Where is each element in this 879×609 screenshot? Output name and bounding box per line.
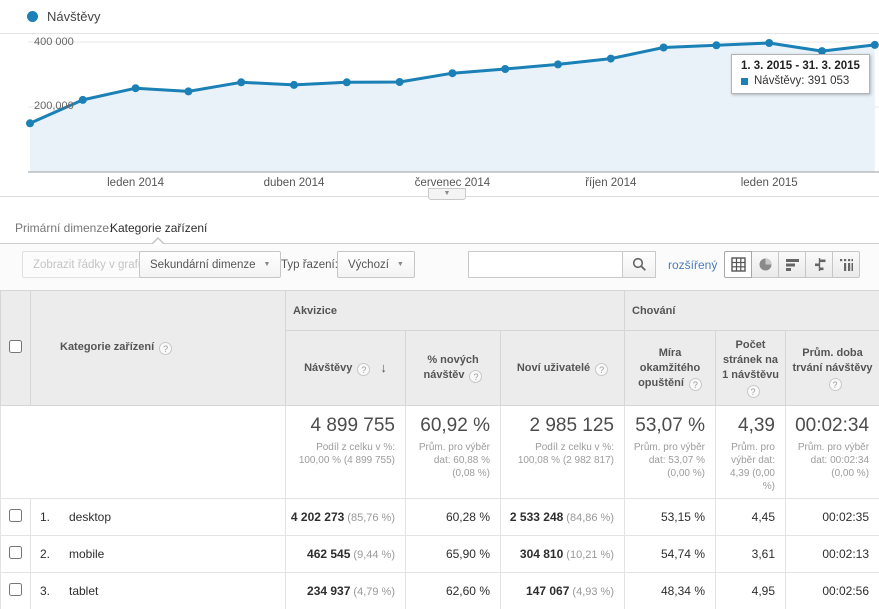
- caret-down-icon: ▼: [443, 190, 451, 197]
- axis-options-handle[interactable]: ▼: [428, 188, 466, 200]
- device-category-link[interactable]: mobile: [69, 547, 105, 561]
- bar-chart-icon: [785, 259, 799, 271]
- help-icon[interactable]: ?: [469, 370, 483, 383]
- help-icon[interactable]: ?: [828, 377, 842, 391]
- help-icon[interactable]: ?: [159, 342, 173, 355]
- sort-type-label: Typ řazení:: [281, 259, 338, 271]
- help-icon[interactable]: ?: [746, 385, 760, 398]
- x-tick-label: duben 2014: [264, 177, 325, 189]
- chart-point[interactable]: [395, 78, 404, 86]
- comparison-icon: [814, 258, 825, 271]
- chart-tooltip: 1. 3. 2015 - 31. 3. 2015 Návštěvy: 391 0…: [731, 54, 870, 94]
- summary-row: 4 899 755 Podíl z celku v %: 100,00 % (4…: [0, 405, 879, 499]
- summary-avg-duration: 00:02:34 Prům. pro výběr dat: 00:02:34 (…: [784, 405, 879, 499]
- table-row-tablet: 3. tablet 234 937 (4,79 %) 62,60 % 147 067…: [0, 572, 879, 609]
- visits-line-chart[interactable]: leden 2014 duben 2014 červenec 2014 říjen 2…: [0, 0, 879, 200]
- select-all-cell: [0, 290, 31, 406]
- help-icon[interactable]: ?: [688, 377, 702, 391]
- search-icon: [632, 257, 646, 271]
- search-button[interactable]: [622, 251, 656, 278]
- row-checkbox[interactable]: [9, 546, 22, 559]
- summary-new-users: 2 985 125 Podíl z celku v %: 100,08 % (2…: [500, 405, 625, 499]
- tooltip-date-range: 1. 3. 2015 - 31. 3. 2015: [741, 60, 860, 72]
- y-axis-label-200k: 200,000: [34, 100, 74, 112]
- view-pivot-button[interactable]: [832, 251, 860, 278]
- select-all-checkbox[interactable]: [9, 340, 22, 353]
- x-tick-label: leden 2015: [741, 177, 798, 189]
- column-header-avg-duration[interactable]: Prům. doba trvání návštěvy?: [784, 330, 879, 406]
- chart-point[interactable]: [448, 69, 457, 78]
- device-category-link[interactable]: desktop: [69, 510, 112, 524]
- chart-point[interactable]: [26, 119, 34, 128]
- chart-legend[interactable]: Návštěvy: [27, 9, 100, 24]
- chart-point[interactable]: [870, 40, 879, 49]
- tooltip-value: 391 053: [807, 75, 850, 87]
- dimension-divider: [0, 243, 879, 244]
- column-header-visits[interactable]: Návštěvy? ↓: [285, 330, 406, 406]
- group-header-acquisition: Akvizice: [285, 290, 625, 331]
- chart-point[interactable]: [290, 80, 298, 89]
- row-checkbox[interactable]: [9, 583, 22, 596]
- primary-dimension-value[interactable]: Kategorie zařízení: [110, 221, 208, 235]
- table-row-desktop: 1. desktop 4 202 273 (85,76 %) 60,28 % 2 5…: [0, 498, 879, 536]
- chart-point[interactable]: [184, 87, 193, 96]
- advanced-search-link[interactable]: rozšířený: [668, 258, 718, 272]
- table-view-icon: [730, 257, 746, 272]
- legend-dot-icon: [27, 11, 38, 22]
- view-switcher: [724, 251, 860, 278]
- secondary-dimension-button[interactable]: Sekundární dimenze ▼: [139, 251, 282, 278]
- column-header-pages-per-visit[interactable]: Počet stránek na 1 návštěvu?: [715, 330, 786, 406]
- tooltip-series-swatch-icon: [741, 77, 748, 85]
- plot-rows-button[interactable]: Zobrazit řádky v grafu: [22, 251, 156, 278]
- summary-visits: 4 899 755 Podíl z celku v %: 100,00 % (4…: [285, 405, 406, 499]
- pie-chart-icon: [759, 258, 771, 271]
- table-search-input[interactable]: [468, 251, 622, 278]
- row-checkbox[interactable]: [9, 509, 22, 522]
- chart-point[interactable]: [712, 41, 721, 50]
- caret-down-icon: ▼: [263, 261, 271, 268]
- tooltip-series-label: Návštěvy: 391 053: [754, 75, 850, 87]
- caret-down-icon: ▼: [396, 261, 404, 268]
- column-header-bounce-rate[interactable]: Míra okamžitého opuštění?: [624, 330, 716, 406]
- table-row-mobile: 2. mobile 462 545 (9,44 %) 65,90 % 304 810…: [0, 535, 879, 573]
- group-header-behavior: Chování: [623, 290, 879, 331]
- help-icon[interactable]: ?: [595, 362, 609, 376]
- chart-point[interactable]: [131, 84, 140, 93]
- column-header-dimension[interactable]: Kategorie zařízení?: [30, 290, 286, 406]
- view-comparison-button[interactable]: [805, 251, 833, 278]
- chart-point[interactable]: [501, 65, 510, 73]
- chart-point[interactable]: [606, 54, 615, 63]
- chart-top-divider: [0, 33, 879, 34]
- column-header-new-users[interactable]: Noví uživatelé?: [500, 330, 625, 406]
- chart-point[interactable]: [554, 60, 562, 69]
- chart-point[interactable]: [818, 47, 826, 56]
- summary-new-visits-pct: 60,92 % Prům. pro výběr dat: 60,88 % (0,…: [405, 405, 501, 499]
- pivot-table-icon: [839, 259, 853, 271]
- chart-point[interactable]: [78, 95, 87, 104]
- primary-dimension-label: Primární dimenze:: [15, 221, 113, 235]
- summary-pages-per-visit: 4,39 Prům. pro výběr dat: 4,39 (0,00 %): [715, 405, 786, 499]
- x-tick-label: červenec 2014: [415, 177, 491, 189]
- sort-type-dropdown[interactable]: Výchozí ▼: [337, 251, 415, 278]
- chart-area: [30, 43, 875, 172]
- y-axis-label-400k: 400 000: [34, 36, 74, 48]
- legend-label: Návštěvy: [47, 9, 101, 24]
- sort-desc-icon[interactable]: ↓: [380, 360, 387, 375]
- x-tick-label: leden 2014: [107, 177, 165, 189]
- chart-point[interactable]: [659, 43, 668, 52]
- summary-bounce-rate: 53,07 % Prům. pro výběr dat: 53,07 % (0,…: [624, 405, 716, 499]
- chart-point[interactable]: [342, 78, 351, 87]
- view-performance-button[interactable]: [778, 251, 806, 278]
- device-category-table: Kategorie zařízení? Akvizice Chování Náv…: [0, 290, 879, 609]
- column-header-new-visits-pct[interactable]: % nových návštěv?: [405, 330, 501, 406]
- view-table-button[interactable]: [724, 251, 752, 278]
- x-tick-label: říjen 2014: [585, 177, 637, 189]
- chart-point[interactable]: [237, 78, 246, 87]
- view-percentage-button[interactable]: [751, 251, 779, 278]
- device-category-link[interactable]: tablet: [69, 584, 99, 598]
- chart-point[interactable]: [765, 39, 774, 47]
- help-icon[interactable]: ?: [357, 363, 371, 376]
